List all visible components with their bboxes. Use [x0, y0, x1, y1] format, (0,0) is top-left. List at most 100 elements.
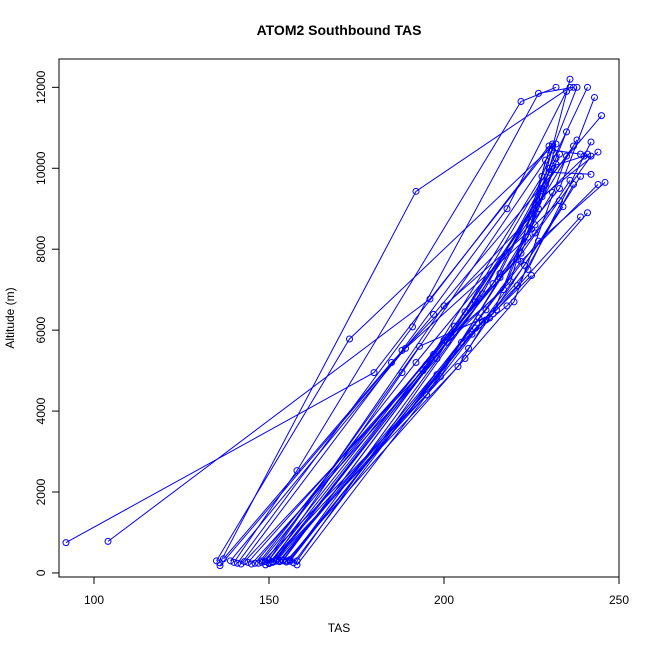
flight-series-32 [244, 176, 574, 566]
data-point [587, 138, 595, 146]
data-point [496, 269, 504, 277]
data-point [409, 323, 416, 331]
data-point [234, 559, 241, 567]
x-tick-label: 250 [609, 593, 629, 607]
data-point [584, 150, 591, 158]
data-point [591, 93, 598, 101]
data-point [293, 561, 301, 569]
data-point [503, 205, 511, 213]
data-point [531, 229, 539, 237]
data-point [577, 150, 584, 158]
data-point [542, 156, 549, 164]
data-point [566, 176, 574, 184]
data-point [594, 148, 602, 156]
y-axis-label: Altitude (m) [3, 287, 17, 348]
series-line [237, 86, 574, 564]
y-tick-label: 0 [34, 569, 48, 576]
data-point [370, 369, 378, 377]
flight-series-19 [293, 172, 584, 569]
data-point [262, 561, 269, 569]
series-line [296, 131, 567, 562]
data-point [286, 556, 294, 564]
data-point [587, 152, 595, 160]
flight-series-28 [290, 178, 609, 567]
series-line [244, 164, 557, 562]
data-point [279, 557, 287, 565]
flight-series-40 [269, 146, 584, 566]
series-line [65, 145, 550, 544]
data-point [472, 298, 479, 306]
flight-series-3 [213, 142, 556, 565]
data-point [580, 152, 588, 160]
data-point [241, 558, 248, 566]
x-axis-label: TAS [328, 621, 350, 635]
data-point [573, 136, 581, 144]
data-point [503, 302, 511, 310]
data-point [601, 178, 609, 186]
data-point [545, 168, 553, 176]
data-point [584, 83, 591, 91]
data-point [220, 555, 227, 563]
data-point [573, 83, 581, 91]
data-point [559, 203, 567, 211]
data-point [244, 558, 252, 566]
data-point [489, 280, 497, 288]
series-line [275, 139, 578, 562]
data-point [227, 557, 234, 565]
y-tick-label: 2000 [34, 478, 48, 505]
y-tick-label: 10000 [34, 151, 48, 185]
data-point [493, 306, 500, 314]
data-point [584, 209, 591, 217]
data-point [468, 330, 476, 338]
series-line [261, 200, 560, 563]
series-line [296, 176, 581, 566]
data-point [412, 359, 420, 367]
data-point [535, 89, 542, 97]
data-point [412, 187, 420, 195]
flight-series-7 [234, 83, 577, 567]
data-point [237, 560, 245, 568]
flight-series-38 [286, 152, 588, 564]
data-point [521, 261, 528, 269]
data-point [276, 556, 283, 564]
x-axis: 100 150 200 250 [84, 576, 629, 607]
series-layer [62, 75, 609, 570]
data-point [552, 154, 560, 162]
data-point [517, 97, 525, 105]
data-point [251, 559, 259, 567]
data-point [563, 128, 570, 136]
data-point [258, 557, 266, 565]
data-point [535, 205, 542, 213]
data-point [62, 539, 70, 547]
series-line [282, 171, 592, 562]
data-point [514, 255, 521, 263]
series-line [254, 155, 592, 564]
data-point [528, 272, 535, 280]
y-tick-label: 6000 [34, 316, 48, 343]
data-point [556, 185, 563, 192]
data-point [454, 363, 462, 371]
flight-series-26 [283, 209, 591, 566]
data-point [269, 558, 276, 566]
flight-series-9 [248, 83, 591, 568]
data-point [416, 342, 423, 350]
y-tick-label: 4000 [34, 397, 48, 424]
series-line [289, 155, 585, 561]
series-line [293, 182, 606, 564]
series-line [107, 143, 553, 542]
data-point [549, 189, 556, 197]
data-point [594, 180, 602, 188]
y-tick-label: 12000 [34, 70, 48, 104]
data-point [570, 142, 577, 150]
flight-series-25 [276, 213, 584, 564]
series-line [286, 155, 567, 562]
data-point [213, 557, 220, 565]
data-point [293, 557, 301, 565]
chart-title: ATOM2 Southbound TAS [257, 22, 422, 38]
data-point [598, 112, 605, 120]
data-point [398, 369, 406, 377]
flight-series-33 [251, 152, 595, 567]
data-point [248, 560, 255, 568]
series-line [247, 180, 571, 563]
data-point [563, 152, 570, 160]
